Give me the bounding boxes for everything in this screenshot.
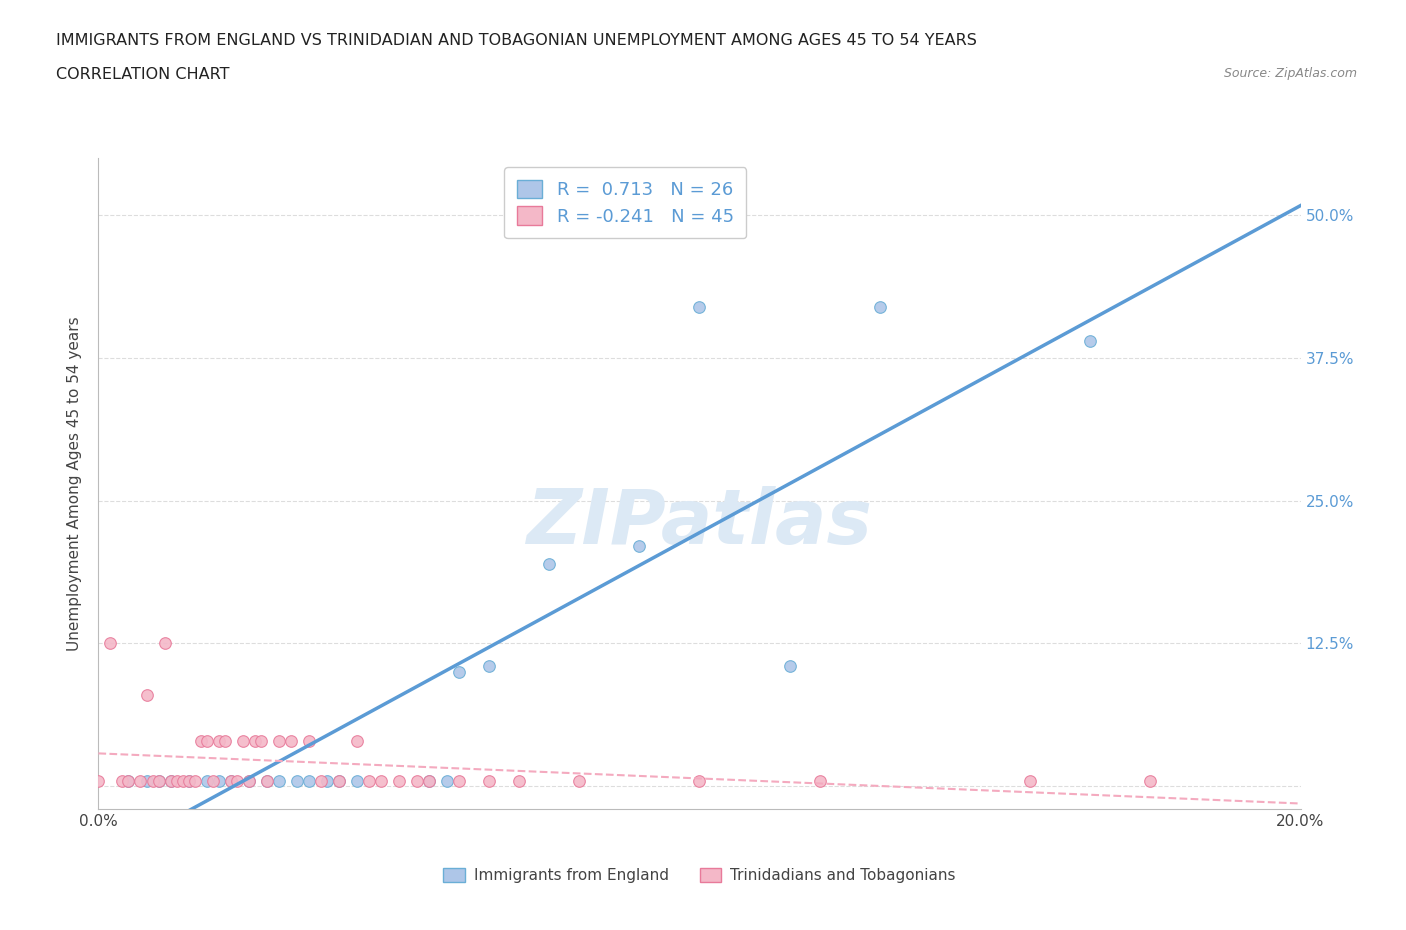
Point bbox=[508, 773, 530, 788]
Point bbox=[478, 658, 501, 673]
Point bbox=[346, 733, 368, 748]
Point bbox=[447, 665, 470, 680]
Point bbox=[689, 299, 711, 314]
Point bbox=[1078, 333, 1101, 348]
Point bbox=[280, 733, 302, 748]
Point bbox=[309, 773, 332, 788]
Point bbox=[267, 733, 290, 748]
Point bbox=[1019, 773, 1042, 788]
Point bbox=[298, 733, 321, 748]
Point bbox=[243, 733, 266, 748]
Text: CORRELATION CHART: CORRELATION CHART bbox=[56, 67, 229, 82]
Point bbox=[869, 299, 891, 314]
Point bbox=[219, 773, 242, 788]
Point bbox=[328, 773, 350, 788]
Point bbox=[1139, 773, 1161, 788]
Point bbox=[208, 773, 231, 788]
Point bbox=[418, 773, 440, 788]
Point bbox=[129, 773, 152, 788]
Point bbox=[172, 773, 194, 788]
Text: ZIPatlas: ZIPatlas bbox=[526, 485, 873, 560]
Point bbox=[201, 773, 224, 788]
Point bbox=[87, 773, 110, 788]
Point bbox=[195, 773, 218, 788]
Point bbox=[232, 733, 254, 748]
Point bbox=[568, 773, 591, 788]
Point bbox=[219, 773, 242, 788]
Point bbox=[238, 773, 260, 788]
Text: IMMIGRANTS FROM ENGLAND VS TRINIDADIAN AND TOBAGONIAN UNEMPLOYMENT AMONG AGES 45: IMMIGRANTS FROM ENGLAND VS TRINIDADIAN A… bbox=[56, 33, 977, 47]
Point bbox=[346, 773, 368, 788]
Point bbox=[406, 773, 429, 788]
Point bbox=[689, 773, 711, 788]
Point bbox=[256, 773, 278, 788]
Point bbox=[808, 773, 831, 788]
Point bbox=[298, 773, 321, 788]
Point bbox=[256, 773, 278, 788]
Legend: Immigrants from England, Trinidadians and Tobagonians: Immigrants from England, Trinidadians an… bbox=[437, 862, 962, 889]
Point bbox=[249, 733, 271, 748]
Point bbox=[135, 773, 157, 788]
Point bbox=[370, 773, 392, 788]
Point bbox=[388, 773, 411, 788]
Point bbox=[183, 773, 205, 788]
Y-axis label: Unemployment Among Ages 45 to 54 years: Unemployment Among Ages 45 to 54 years bbox=[67, 316, 83, 651]
Point bbox=[478, 773, 501, 788]
Point bbox=[328, 773, 350, 788]
Point bbox=[153, 636, 176, 651]
Point bbox=[148, 773, 170, 788]
Point bbox=[141, 773, 163, 788]
Point bbox=[436, 773, 458, 788]
Point bbox=[779, 658, 801, 673]
Point bbox=[357, 773, 380, 788]
Point bbox=[117, 773, 139, 788]
Point bbox=[447, 773, 470, 788]
Point bbox=[195, 733, 218, 748]
Point bbox=[177, 773, 200, 788]
Text: Source: ZipAtlas.com: Source: ZipAtlas.com bbox=[1223, 67, 1357, 80]
Point bbox=[135, 687, 157, 702]
Point bbox=[148, 773, 170, 788]
Point bbox=[190, 733, 212, 748]
Point bbox=[177, 773, 200, 788]
Point bbox=[208, 733, 231, 748]
Point bbox=[100, 636, 122, 651]
Point bbox=[418, 773, 440, 788]
Point bbox=[285, 773, 308, 788]
Point bbox=[225, 773, 247, 788]
Point bbox=[238, 773, 260, 788]
Point bbox=[538, 556, 561, 571]
Point bbox=[214, 733, 236, 748]
Point bbox=[166, 773, 188, 788]
Point bbox=[159, 773, 181, 788]
Point bbox=[628, 539, 651, 554]
Point bbox=[315, 773, 337, 788]
Point bbox=[111, 773, 134, 788]
Point bbox=[117, 773, 139, 788]
Point bbox=[267, 773, 290, 788]
Point bbox=[159, 773, 181, 788]
